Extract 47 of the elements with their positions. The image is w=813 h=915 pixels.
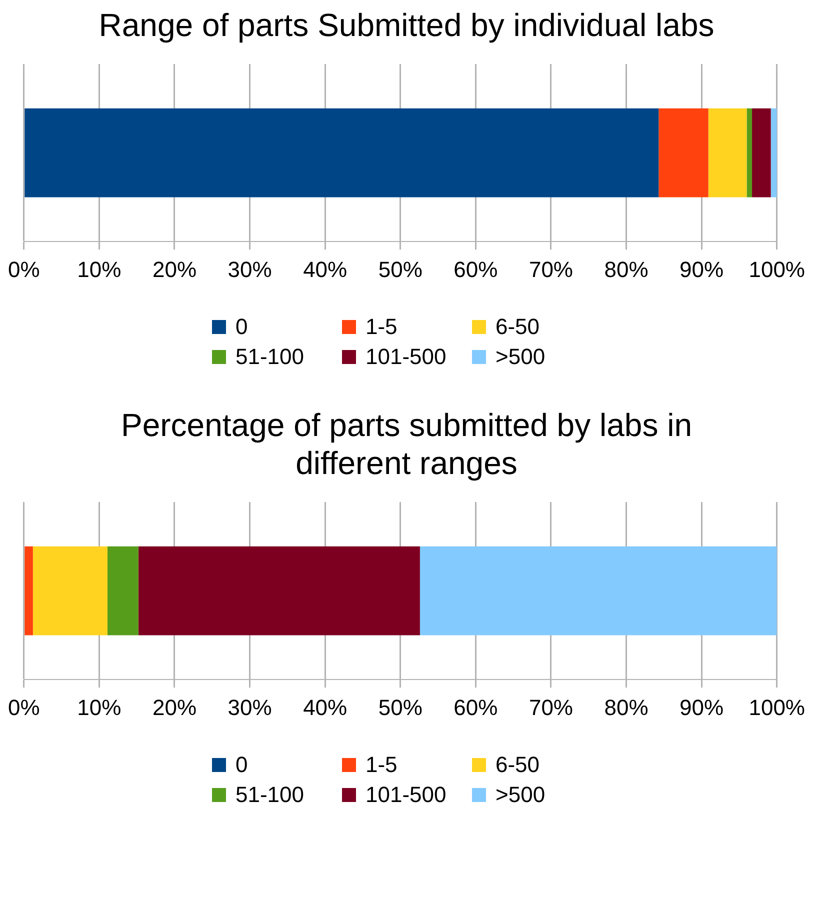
x-tick-label: 50% — [378, 256, 422, 282]
legend-label: >500 — [496, 344, 546, 370]
legend-label: 0 — [236, 752, 248, 778]
x-tick-label: 0% — [8, 694, 40, 720]
legend-label: 0 — [236, 314, 248, 340]
x-tick-label: 20% — [152, 694, 197, 720]
x-tick-label: 60% — [454, 256, 498, 282]
x-tick-label: 90% — [680, 694, 724, 720]
x-tick-label: 90% — [680, 256, 724, 282]
chart-title: Range of parts Submitted by individual labs — [98, 6, 716, 44]
legend-label: 6-50 — [496, 752, 540, 778]
bar — [24, 108, 659, 198]
bar — [746, 108, 752, 198]
x-tick-label: 30% — [228, 256, 272, 282]
bar — [138, 546, 420, 636]
x-tick-label: 40% — [303, 256, 348, 282]
bar — [420, 546, 777, 636]
x-tick-label: 0% — [8, 256, 40, 282]
legend-label: 101-500 — [366, 344, 446, 370]
legend-label: 51-100 — [236, 782, 304, 808]
bar — [32, 546, 108, 636]
bar — [770, 108, 777, 198]
x-tick-label: 80% — [604, 256, 648, 282]
bar — [708, 108, 747, 198]
legend-label: >500 — [496, 782, 546, 808]
bar — [752, 108, 771, 198]
legend-label: 101-500 — [366, 782, 446, 808]
x-tick-label: 100% — [748, 256, 806, 282]
x-tick-label: 10% — [77, 256, 122, 282]
legend-label: 1-5 — [366, 752, 398, 778]
x-tick-label: 30% — [228, 694, 272, 720]
x-tick-label: 10% — [77, 694, 122, 720]
bar — [24, 546, 33, 636]
x-tick-label: 70% — [528, 694, 573, 720]
legend-label: 1-5 — [366, 314, 398, 340]
x-tick-label: 20% — [152, 256, 197, 282]
bar — [658, 108, 708, 198]
x-tick-label: 60% — [454, 694, 498, 720]
x-tick-label: 50% — [378, 694, 422, 720]
x-tick-label: 80% — [604, 694, 648, 720]
bar — [107, 546, 138, 636]
x-tick-label: 70% — [528, 256, 573, 282]
legend-label: 6-50 — [496, 314, 540, 340]
x-tick-label: 100% — [748, 694, 806, 720]
chart-title: Percentage of parts submitted by labs in different ranges — [120, 406, 693, 482]
legend-label: 51-100 — [236, 344, 304, 370]
x-tick-label: 40% — [303, 694, 348, 720]
